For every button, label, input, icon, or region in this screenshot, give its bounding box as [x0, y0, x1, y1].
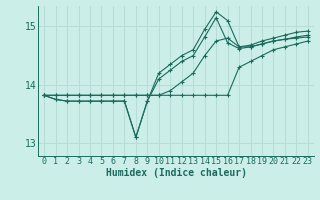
X-axis label: Humidex (Indice chaleur): Humidex (Indice chaleur) — [106, 168, 246, 178]
